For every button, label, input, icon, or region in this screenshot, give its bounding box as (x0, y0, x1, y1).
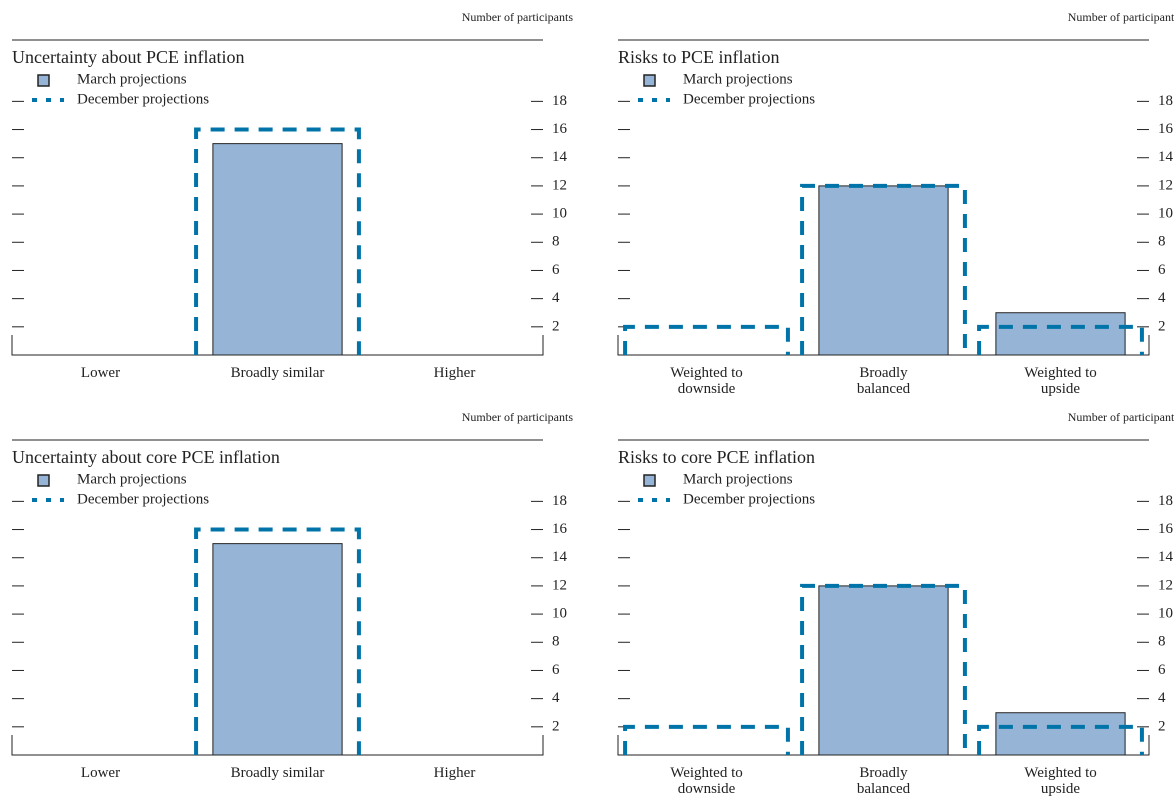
december-outline (977, 724, 1144, 755)
y-tick-label: 10 (552, 206, 567, 222)
y-tick-label: 4 (552, 690, 560, 706)
chart-title: Risks to core PCE inflation (618, 447, 815, 467)
y-tick-label: 2 (1158, 318, 1166, 334)
x-tick-label: Broadly balanced (856, 365, 911, 397)
y-tick-label: 6 (1158, 262, 1166, 278)
bar (212, 143, 343, 356)
bar (818, 585, 949, 756)
legend-swatch (37, 74, 50, 87)
y-tick-label: 18 (1158, 93, 1173, 109)
x-tick-label: Weighted to upside (1024, 365, 1097, 397)
y-tick-label: 14 (552, 149, 568, 165)
legend-swatch (643, 474, 656, 487)
x-tick-label: Higher (433, 365, 476, 381)
page: {"chart_data": [ {"type": "bar", "title"… (11, 9, 1174, 797)
chart: Number of participants Uncertainty about … (11, 10, 1174, 756)
y-tick-label: 2 (552, 718, 560, 734)
y-tick-label: 12 (552, 577, 567, 593)
x-tick-label: Higher (433, 765, 476, 781)
y-tick-label: 14 (552, 549, 568, 565)
y-tick-label: 14 (1158, 149, 1174, 165)
x-tick-label: Broadly similar (230, 765, 325, 781)
y-tick-label: 16 (1158, 521, 1174, 537)
x-tick-label: Broadly similar (230, 365, 325, 381)
y-tick-label: 8 (1158, 634, 1166, 650)
legend-swatch (643, 74, 656, 87)
legend-label: March projections (683, 471, 793, 487)
y-tick-label: 2 (552, 318, 560, 334)
legend-label: December projections (683, 91, 815, 107)
y-tick-label: 18 (1158, 493, 1173, 509)
x-tick-label: Weighted to upside (1024, 765, 1097, 797)
x-tick-label: Broadly balanced (856, 765, 911, 797)
y-tick-label: 6 (552, 662, 560, 678)
legend-label: December projections (77, 91, 209, 107)
y-tick-label: 16 (1158, 121, 1174, 137)
y-tick-label: 2 (1158, 718, 1166, 734)
y-tick-label: 12 (1158, 577, 1173, 593)
y-tick-label: 18 (552, 93, 567, 109)
y-tick-label: 16 (552, 121, 568, 137)
y-tick-label: 10 (1158, 206, 1173, 222)
y-tick-label: 6 (1158, 662, 1166, 678)
y-tick-label: 10 (1158, 606, 1173, 622)
x-tick-label: Weighted to downside (670, 765, 743, 797)
december-outline (977, 324, 1144, 355)
bar (818, 185, 949, 356)
y-tick-label: 8 (552, 234, 560, 250)
y-tick-label: 12 (552, 177, 567, 193)
legend-label: December projections (77, 491, 209, 507)
december-outline (800, 183, 967, 355)
bar (995, 712, 1126, 756)
y-tick-label: 12 (1158, 177, 1173, 193)
y-tick-label: 4 (552, 290, 560, 306)
y-tick-label: 4 (1158, 290, 1166, 306)
legend-label: December projections (683, 491, 815, 507)
y-tick-label: 16 (552, 521, 568, 537)
legend-label: March projections (77, 71, 187, 87)
legend-label: March projections (77, 471, 187, 487)
y-tick-label: 8 (1158, 234, 1166, 250)
chart-title: Uncertainty about PCE inflation (12, 47, 244, 67)
y-tick-label: 18 (552, 493, 567, 509)
december-outline (800, 583, 967, 755)
legend-swatch (37, 474, 50, 487)
x-tick-label: Lower (80, 365, 121, 381)
y-tick-label: 10 (552, 606, 567, 622)
y-axis-label: Number of participants (1068, 10, 1174, 24)
y-tick-label: 8 (552, 634, 560, 650)
x-tick-label: Weighted to downside (670, 365, 743, 397)
y-axis-label: Number of participants (462, 410, 574, 424)
y-tick-label: 4 (1158, 690, 1166, 706)
chart-title: Uncertainty about core PCE inflation (12, 447, 280, 467)
y-tick-label: 14 (1158, 549, 1174, 565)
bar (995, 312, 1126, 356)
december-outline (623, 324, 790, 355)
y-axis-label: Number of participants (462, 10, 574, 24)
y-axis-label: Number of participants (1068, 410, 1174, 424)
bar (212, 543, 343, 756)
y-tick-label: 6 (552, 262, 560, 278)
december-outline (623, 724, 790, 755)
x-tick-label: Lower (80, 765, 121, 781)
legend-label: March projections (683, 71, 793, 87)
chart-title: Risks to PCE inflation (618, 47, 780, 67)
